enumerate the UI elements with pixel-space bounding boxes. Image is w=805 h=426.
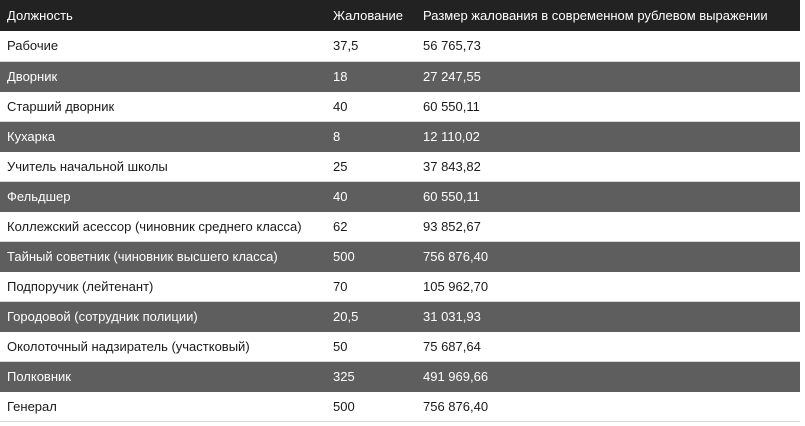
cell-position: Коллежский асессор (чиновник среднего кл…: [0, 211, 326, 242]
cell-modern-salary: 75 687,64: [416, 331, 800, 362]
header-row: Должность Жалование Размер жалования в с…: [0, 0, 800, 31]
table-header: Должность Жалование Размер жалования в с…: [0, 0, 800, 31]
cell-salary: 37,5: [326, 31, 416, 62]
column-header-salary: Жалование: [333, 8, 404, 23]
table-row: Фельдшер 40 60 550,11: [0, 181, 800, 212]
cell-position: Подпоручик (лейтенант): [0, 271, 326, 302]
cell-modern-salary: 491 969,66: [416, 361, 800, 392]
cell-salary: 500: [326, 391, 416, 422]
table-row: Коллежский асессор (чиновник среднего кл…: [0, 211, 800, 242]
table-row: Подпоручик (лейтенант) 70 105 962,70: [0, 271, 800, 302]
cell-salary: 50: [326, 331, 416, 362]
cell-modern-salary: 37 843,82: [416, 151, 800, 182]
cell-salary: 62: [326, 211, 416, 242]
cell-modern-salary: 105 962,70: [416, 271, 800, 302]
cell-modern-salary: 60 550,11: [416, 181, 800, 212]
cell-modern-salary: 56 765,73: [416, 31, 800, 62]
table-row: Околоточный надзиратель (участковый) 50 …: [0, 331, 800, 362]
cell-position: Рабочие: [0, 31, 326, 62]
cell-position: Кухарка: [0, 121, 326, 152]
cell-position: Старший дворник: [0, 91, 326, 122]
table-row: Полковник 325 491 969,66: [0, 361, 800, 392]
cell-position: Фельдшер: [0, 181, 326, 212]
cell-modern-salary: 756 876,40: [416, 241, 800, 272]
cell-modern-salary: 31 031,93: [416, 301, 800, 332]
table-row: Учитель начальной школы 25 37 843,82: [0, 151, 800, 182]
cell-salary: 25: [326, 151, 416, 182]
cell-position: Тайный советник (чиновник высшего класса…: [0, 241, 326, 272]
table-row: Старший дворник 40 60 550,11: [0, 91, 800, 122]
cell-salary: 18: [326, 61, 416, 92]
table-row: Тайный советник (чиновник высшего класса…: [0, 241, 800, 272]
cell-position: Полковник: [0, 361, 326, 392]
table-row: Городовой (сотрудник полиции) 20,5 31 03…: [0, 301, 800, 332]
cell-salary: 70: [326, 271, 416, 302]
cell-position: Городовой (сотрудник полиции): [0, 301, 326, 332]
cell-salary: 40: [326, 91, 416, 122]
cell-modern-salary: 93 852,67: [416, 211, 800, 242]
cell-modern-salary: 27 247,55: [416, 61, 800, 92]
cell-modern-salary: 12 110,02: [416, 121, 800, 152]
table-row: Кухарка 8 12 110,02: [0, 121, 800, 152]
cell-salary: 40: [326, 181, 416, 212]
cell-salary: 20,5: [326, 301, 416, 332]
cell-position: Дворник: [0, 61, 326, 92]
cell-modern-salary: 60 550,11: [416, 91, 800, 122]
table-body: Рабочие 37,5 56 765,73 Дворник 18 27 247…: [0, 31, 800, 422]
table-row: Дворник 18 27 247,55: [0, 61, 800, 92]
cell-salary: 500: [326, 241, 416, 272]
cell-position: Учитель начальной школы: [0, 151, 326, 182]
cell-position: Околоточный надзиратель (участковый): [0, 331, 326, 362]
table-row: Рабочие 37,5 56 765,73: [0, 31, 800, 62]
cell-modern-salary: 756 876,40: [416, 391, 800, 422]
column-header-position: Должность: [7, 8, 73, 23]
cell-salary: 8: [326, 121, 416, 152]
cell-position: Генерал: [0, 391, 326, 422]
table-row: Генерал 500 756 876,40: [0, 391, 800, 422]
column-header-modern-salary: Размер жалования в современном рублевом …: [423, 8, 768, 23]
cell-salary: 325: [326, 361, 416, 392]
